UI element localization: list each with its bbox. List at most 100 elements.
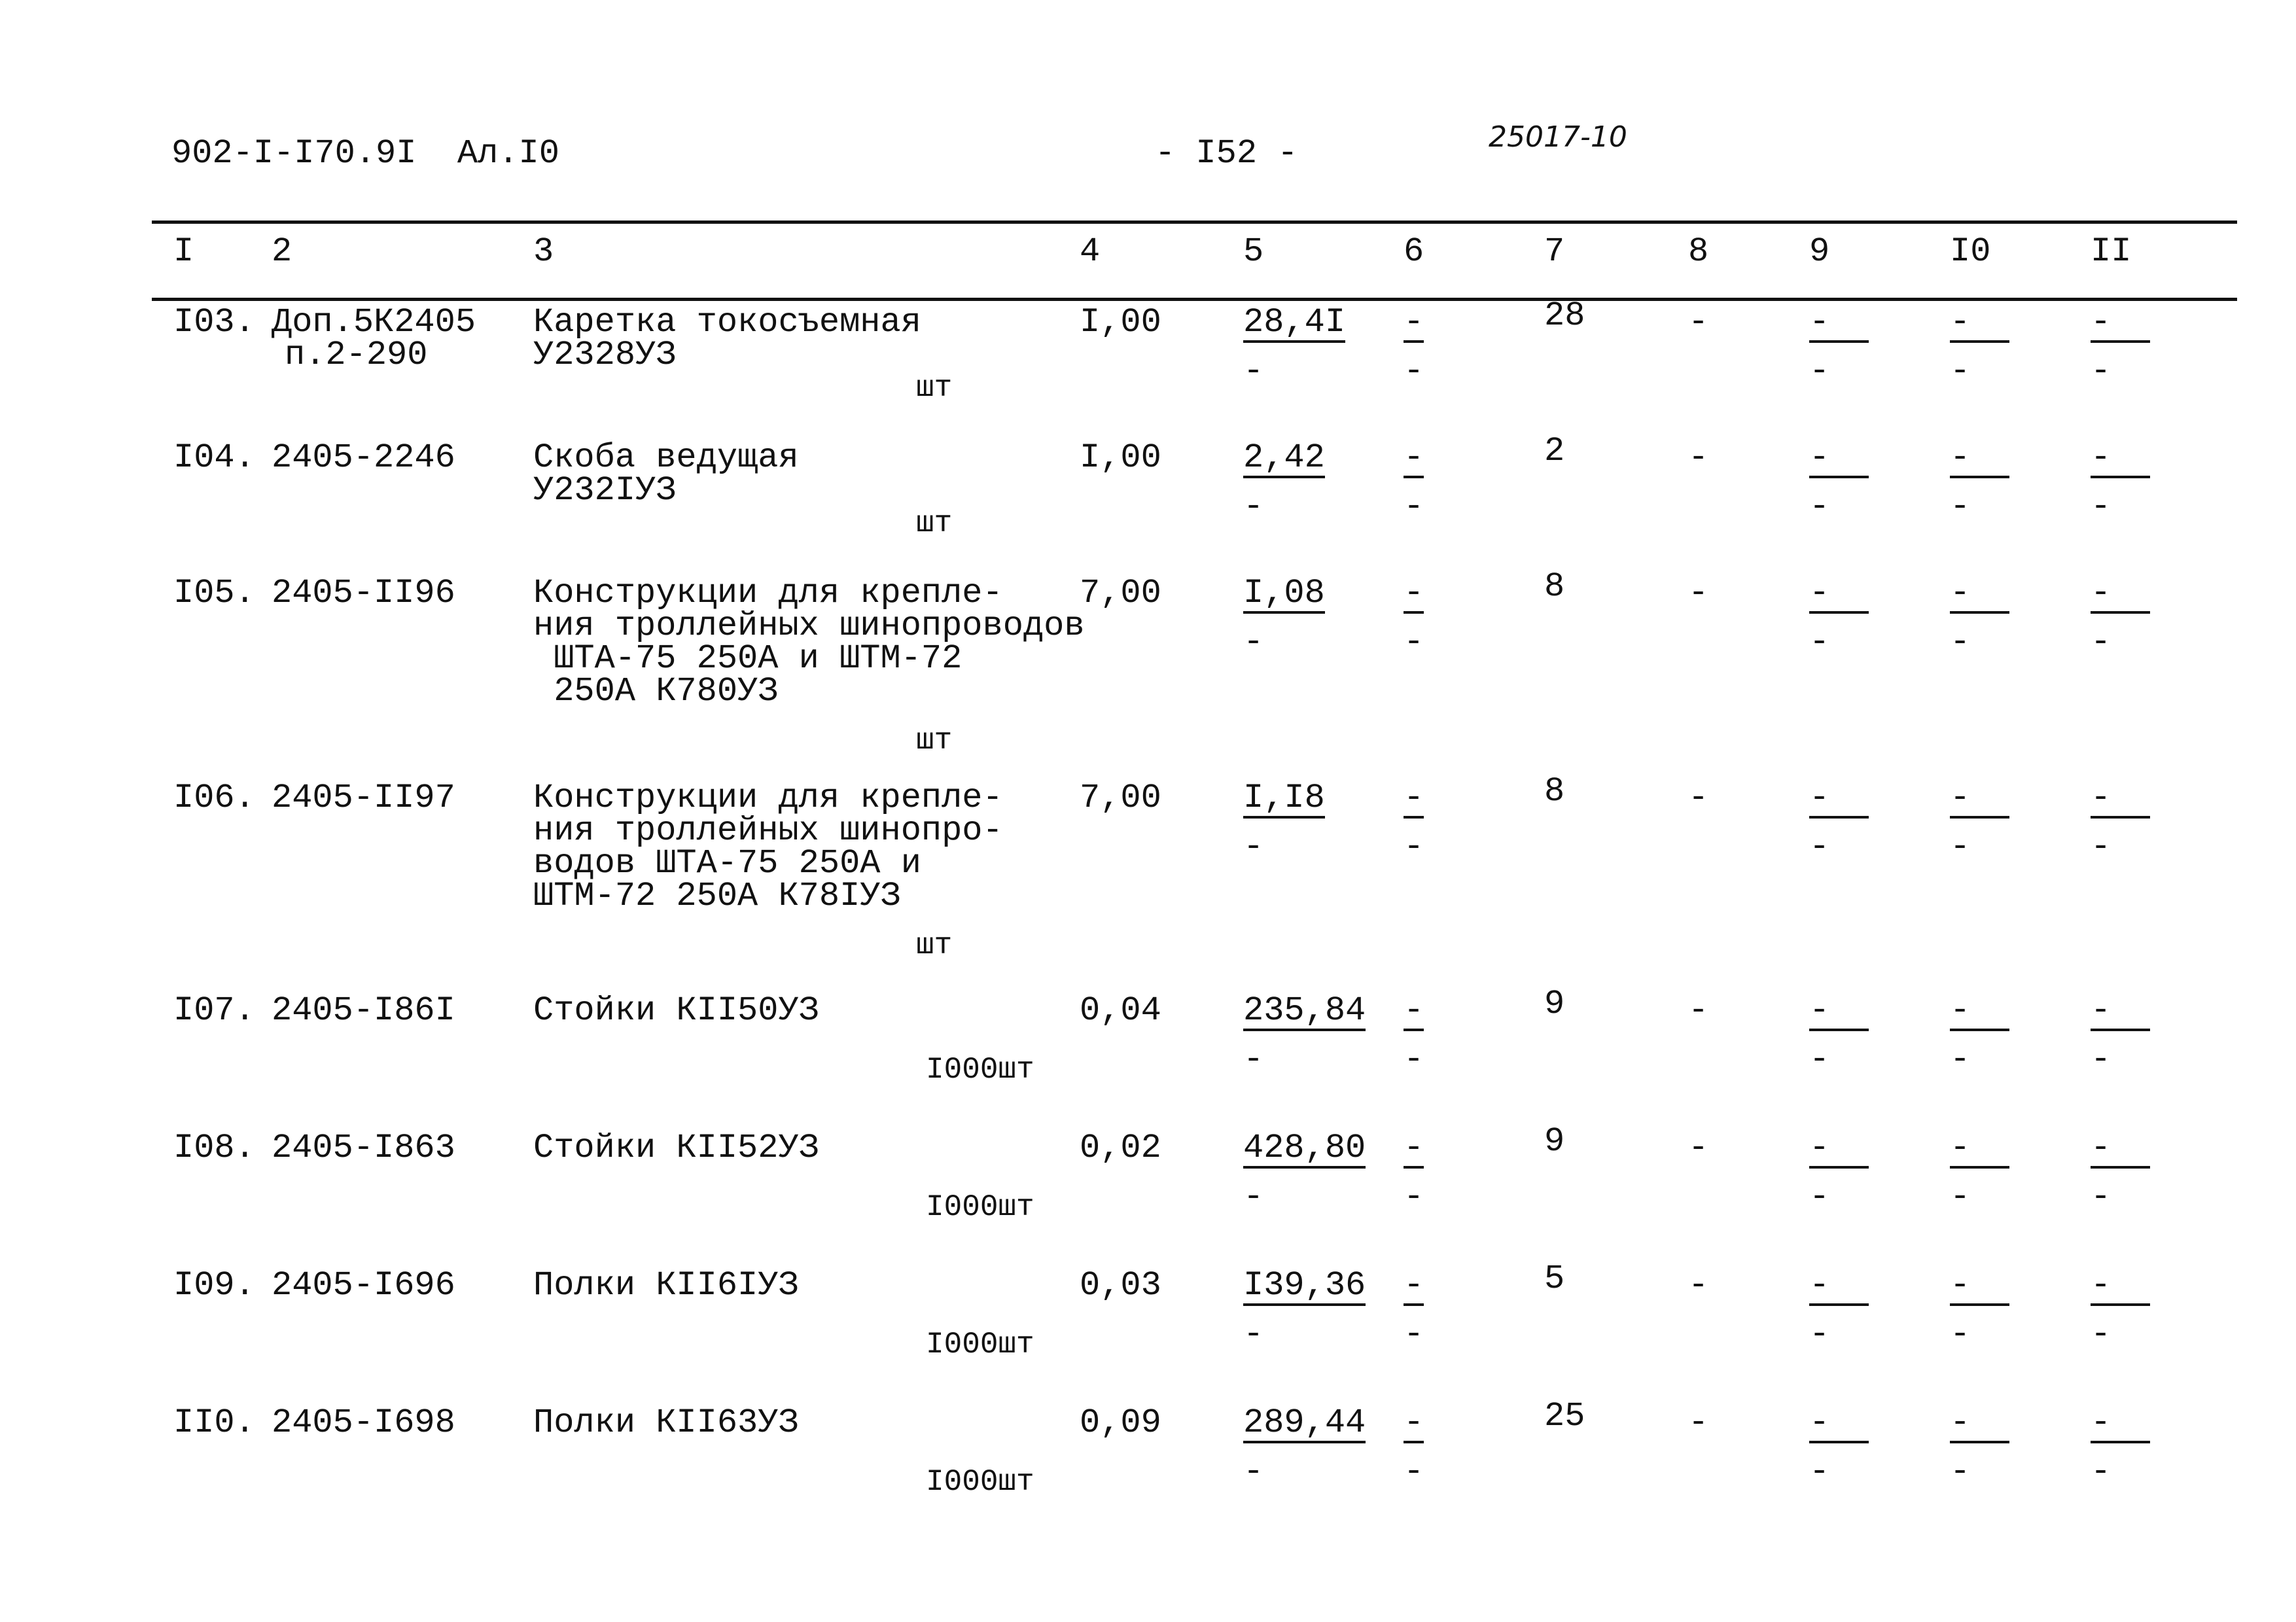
row-col9: - [1809,781,1869,819]
column-header-4: 4 [1080,232,1101,271]
row-col11: - [2091,441,2151,478]
row-col8: - [1688,574,1709,612]
row-col10: - [1950,1269,2010,1306]
row-code: 2405-I696 [272,1266,455,1305]
row-col11-sub: - [2091,1040,2111,1079]
row-name: ШТМ-72 250А К78IУЗ [533,877,901,915]
row-col9-sub: - [1809,1178,1830,1216]
handwritten-number: 25017-10 [1489,120,1627,154]
column-header-9: 9 [1809,232,1830,271]
row-col9: - [1809,306,1869,343]
row-col6: - [1404,574,1424,614]
row-col6-sub: - [1404,1178,1424,1216]
row-col10-sub: - [1950,1040,1971,1079]
row-col9: - [1809,1269,1869,1306]
row-col10-sub: - [1950,1178,1971,1216]
document-code: 902-I-I70.9I Ал.I0 [171,134,559,173]
row-col11-sub: - [2091,1453,2111,1491]
row-col9: - [1809,994,1869,1031]
row-unit: шт [916,724,953,758]
row-price-sub: - [1243,1315,1264,1354]
row-code: 2405-I698 [272,1403,455,1442]
row-col9-sub: - [1809,1040,1830,1079]
row-name: ния троллейных шинопро- [533,811,1003,850]
row-unit: I000шт [926,1053,1034,1087]
row-price-sub: - [1243,828,1264,866]
page-number: - I52 - [1155,134,1298,173]
column-header-8: 8 [1688,232,1709,271]
column-header-3: 3 [533,232,554,271]
row-col8: - [1688,438,1709,477]
row-col9-sub: - [1809,1315,1830,1354]
row-price: 235,84 [1243,991,1366,1031]
row-number: I05. [173,574,255,612]
row-col11-sub: - [2091,352,2111,391]
row-code: 2405-2246 [272,438,455,477]
row-col10: - [1950,1131,2010,1169]
row-col7: 9 [1544,1122,1565,1161]
row-price: 2,42 [1243,438,1325,478]
row-col8: - [1688,1266,1709,1305]
row-quantity: 0,09 [1080,1403,1161,1442]
row-quantity: 0,03 [1080,1266,1161,1305]
row-code: 2405-I863 [272,1129,455,1167]
row-col6-sub: - [1404,623,1424,661]
row-name: Скоба ведущая [533,438,799,477]
row-unit: шт [916,506,953,540]
row-quantity: 7,00 [1080,574,1161,612]
row-col11: - [2091,781,2151,819]
row-col9-sub: - [1809,828,1830,866]
row-col11-sub: - [2091,828,2111,866]
row-quantity: I,00 [1080,303,1161,342]
row-number: I06. [173,779,255,817]
row-name: У2328УЗ [533,336,677,374]
row-name: Полки КII6IУЗ [533,1266,799,1305]
table-top-rule [152,220,2237,224]
row-price-sub: - [1243,623,1264,661]
row-col6-sub: - [1404,352,1424,391]
row-col6: - [1404,991,1424,1031]
row-name: Стойки КII50УЗ [533,991,819,1030]
row-col11: - [2091,1269,2151,1306]
row-col11: - [2091,306,2151,343]
row-col10-sub: - [1950,623,1971,661]
column-header-1: I [173,232,194,271]
row-col11: - [2091,1131,2151,1169]
row-col6: - [1404,303,1424,343]
row-col10: - [1950,781,2010,819]
row-col9-sub: - [1809,352,1830,391]
row-price: I,I8 [1243,779,1325,819]
row-col11: - [2091,1406,2151,1443]
row-col6-sub: - [1404,828,1424,866]
row-col10-sub: - [1950,828,1971,866]
column-header-7: 7 [1544,232,1565,271]
row-col7: 5 [1544,1260,1565,1298]
row-quantity: 0,02 [1080,1129,1161,1167]
row-col10-sub: - [1950,352,1971,391]
row-col9-sub: - [1809,623,1830,661]
row-col10: - [1950,994,2010,1031]
row-col8: - [1688,991,1709,1030]
row-col10-sub: - [1950,1453,1971,1491]
row-number: I03. [173,303,255,342]
row-col6: - [1404,1403,1424,1443]
row-quantity: 7,00 [1080,779,1161,817]
row-price-sub: - [1243,352,1264,391]
row-col7: 8 [1544,567,1565,606]
row-col10: - [1950,306,2010,343]
row-col9: - [1809,1131,1869,1169]
row-col6-sub: - [1404,1453,1424,1491]
row-col6: - [1404,1129,1424,1169]
row-unit: шт [916,371,953,405]
header-bottom-rule [152,298,2237,301]
row-col6-sub: - [1404,1040,1424,1079]
row-number: I04. [173,438,255,477]
row-col10: - [1950,1406,2010,1443]
row-price: I39,36 [1243,1266,1366,1306]
row-col11-sub: - [2091,623,2111,661]
row-code: 2405-II97 [272,779,455,817]
row-quantity: I,00 [1080,438,1161,477]
column-header-6: 6 [1404,232,1424,271]
column-header-11: II [2091,232,2132,271]
